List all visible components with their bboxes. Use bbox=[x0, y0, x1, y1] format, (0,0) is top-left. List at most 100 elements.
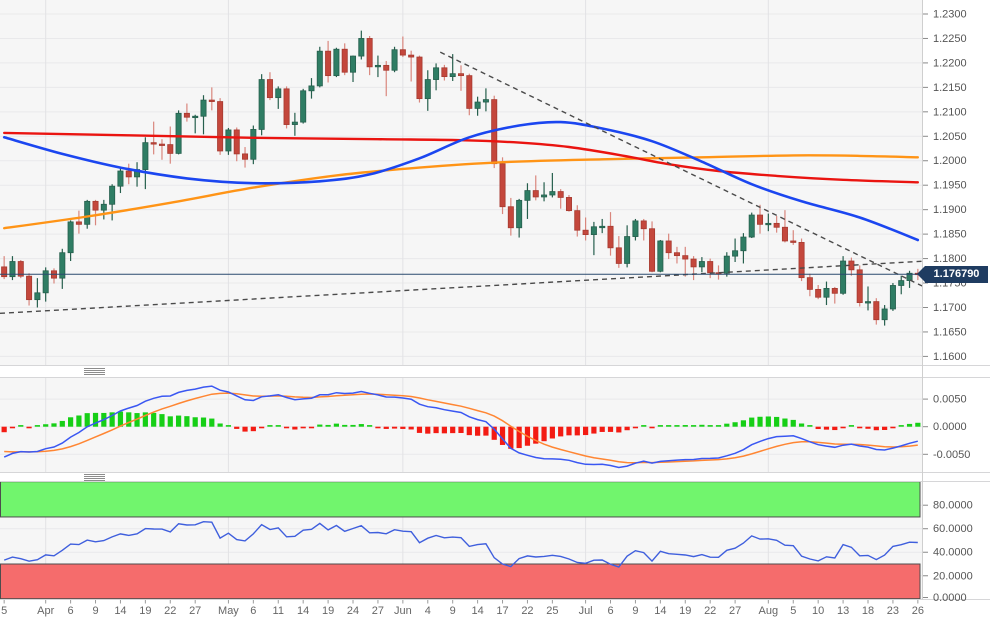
candle-body bbox=[158, 143, 165, 146]
date-axis-label: 10 bbox=[812, 605, 824, 617]
macd-histogram-bar bbox=[159, 414, 165, 427]
date-axis-label: 19 bbox=[139, 605, 151, 617]
date-axis-label: 22 bbox=[704, 605, 716, 617]
date-axis-label: 23 bbox=[887, 605, 899, 617]
date-axis-label: Aug bbox=[759, 605, 779, 617]
candle-body bbox=[291, 121, 298, 125]
candle-body bbox=[26, 275, 33, 301]
macd-histogram-bar bbox=[333, 423, 340, 427]
date-axis[interactable]: 5 Apr 6 9 14 19 22 27 May 6 11 14 19 24 27 Jun 4 9 14 17 22 2… bbox=[1, 600, 924, 617]
price-panel-plot-area[interactable] bbox=[0, 0, 922, 365]
candle-body bbox=[740, 236, 747, 252]
macd-histogram-bar bbox=[790, 419, 796, 427]
macd-histogram-bar bbox=[782, 418, 788, 427]
macd-histogram-bar bbox=[391, 426, 398, 429]
macd-histogram-bar bbox=[732, 422, 738, 427]
candle-body bbox=[250, 129, 257, 160]
date-axis-label: 14 bbox=[471, 605, 483, 617]
candle-body bbox=[607, 225, 614, 249]
macd-axis-label: 0.0050 bbox=[933, 394, 967, 406]
macd-histogram-bar bbox=[283, 426, 290, 429]
candle-body bbox=[806, 277, 813, 290]
candle-body bbox=[1, 266, 8, 278]
macd-histogram-bar bbox=[566, 426, 572, 436]
candle-body bbox=[167, 144, 174, 154]
candle-body bbox=[457, 73, 464, 77]
macd-histogram-bar bbox=[740, 420, 747, 427]
candle-body bbox=[673, 252, 680, 257]
price-axis-label: 1.2300 bbox=[933, 9, 967, 21]
macd-histogram-bar bbox=[774, 416, 780, 427]
candle-body bbox=[698, 261, 705, 268]
date-axis-label: 27 bbox=[372, 605, 384, 617]
date-axis-label: 6 bbox=[250, 605, 256, 617]
candle-body bbox=[624, 236, 631, 264]
macd-histogram-bar bbox=[408, 426, 414, 430]
candle-body bbox=[524, 190, 531, 201]
macd-histogram-bar bbox=[674, 425, 680, 427]
price-axis-label: 1.1850 bbox=[933, 229, 967, 241]
macd-histogram-bar bbox=[400, 426, 406, 429]
macd-histogram-bar bbox=[915, 422, 921, 427]
candle-body bbox=[233, 129, 240, 155]
macd-histogram-bar bbox=[234, 426, 240, 429]
candle-body bbox=[42, 270, 49, 294]
candle-body bbox=[266, 79, 273, 99]
macd-histogram-bar bbox=[624, 426, 630, 431]
date-axis-label: 18 bbox=[862, 605, 874, 617]
price-axis-label: 1.1600 bbox=[933, 351, 967, 363]
panel-resize-handle-macd[interactable] bbox=[84, 368, 105, 375]
macd-histogram-bar bbox=[26, 426, 32, 429]
candle-body bbox=[823, 288, 830, 298]
macd-histogram-bar bbox=[690, 425, 697, 427]
panel-resize-handle-rsi[interactable] bbox=[84, 474, 105, 481]
candle-body bbox=[840, 260, 847, 294]
macd-histogram-bar bbox=[325, 424, 331, 427]
candle-body bbox=[175, 112, 182, 154]
ascending-support-trendline[interactable] bbox=[0, 260, 926, 315]
price-axis-label: 1.2050 bbox=[933, 131, 967, 143]
candle-body bbox=[225, 129, 232, 152]
candle-body bbox=[582, 229, 589, 236]
candle-body bbox=[773, 222, 780, 228]
descending-resistance-trendline[interactable] bbox=[439, 51, 926, 288]
macd-histogram-bar bbox=[466, 426, 472, 436]
date-axis-label: 9 bbox=[450, 605, 456, 617]
macd-histogram-bar bbox=[350, 424, 356, 427]
candle-body bbox=[723, 255, 730, 274]
macd-histogram-bar bbox=[175, 415, 182, 427]
date-axis-label: 13 bbox=[837, 605, 849, 617]
candle-body bbox=[341, 48, 348, 73]
price-axis-label: 1.1950 bbox=[933, 180, 967, 192]
candle-body bbox=[217, 101, 224, 152]
price-axis-label: 1.1800 bbox=[933, 253, 967, 265]
sma-fast-blue-line bbox=[2, 120, 920, 242]
candle-body bbox=[632, 220, 639, 237]
macd-histogram-bar bbox=[342, 424, 348, 427]
date-axis-label: Jun bbox=[394, 605, 412, 617]
macd-histogram-bar bbox=[375, 426, 381, 429]
candle-body bbox=[59, 252, 66, 279]
candle-body bbox=[615, 247, 622, 264]
candle-body bbox=[640, 220, 647, 230]
rsi-layer bbox=[3, 520, 918, 568]
candle-body bbox=[516, 199, 523, 229]
candle-body bbox=[599, 225, 606, 229]
candle-body bbox=[466, 75, 473, 109]
macd-histogram-bar bbox=[549, 426, 555, 439]
candle-body bbox=[707, 261, 714, 274]
candle-body bbox=[474, 101, 481, 109]
date-axis-label: 5 bbox=[1, 605, 7, 617]
price-axis[interactable]: 1.2300 1.2250 1.2200 1.2150 1.2100 1.2050 1.20… bbox=[923, 9, 973, 605]
date-axis-label: May bbox=[218, 605, 239, 617]
candles-layer bbox=[1, 30, 921, 326]
macd-histogram-bar bbox=[558, 426, 564, 437]
macd-histogram-bar bbox=[68, 417, 74, 427]
candle-body bbox=[574, 210, 581, 231]
candle-body bbox=[649, 228, 656, 272]
macd-histogram-bar bbox=[832, 426, 838, 431]
date-axis-label: 26 bbox=[912, 605, 924, 617]
last-price-value: 1.176790 bbox=[933, 268, 980, 280]
